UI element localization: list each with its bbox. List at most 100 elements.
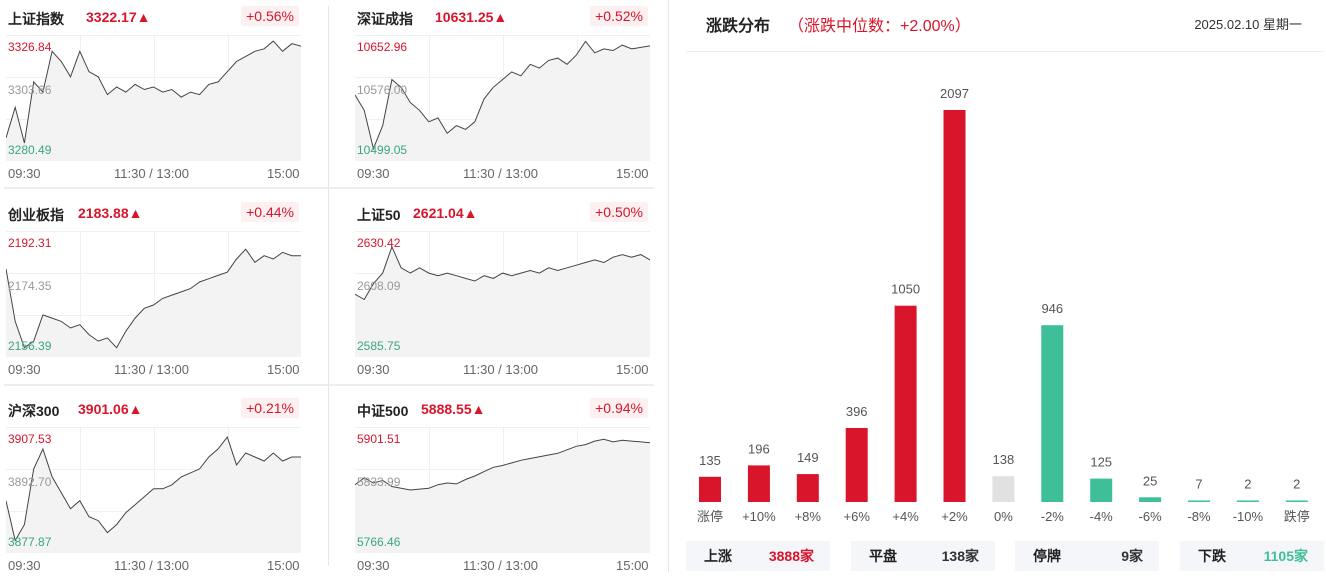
bar-value-label: 135 xyxy=(699,453,721,468)
index-change-badge: +0.21% xyxy=(241,398,299,418)
price-line xyxy=(6,40,301,144)
bar-category-label: +10% xyxy=(742,509,776,524)
index-panel[interactable]: 中证500 5888.55▲ +0.94% 5901.51 5833.99 5766.46… xyxy=(349,392,654,576)
axis-high-label: 3326.84 xyxy=(8,40,52,54)
price-line xyxy=(355,40,650,151)
price-area xyxy=(6,437,301,553)
time-start-label: 09:30 xyxy=(357,558,390,573)
bar--10% xyxy=(1236,500,1259,502)
index-intraday-chart xyxy=(6,427,301,553)
axis-high-label: 5901.51 xyxy=(357,432,401,446)
bar-category-label: -2% xyxy=(1041,509,1065,524)
col-separator-1 xyxy=(328,6,329,566)
bar-category-label: +8% xyxy=(795,509,822,524)
time-mid-label: 11:30 / 13:00 xyxy=(114,362,189,377)
index-value: 2183.88▲ xyxy=(78,205,143,221)
time-end-label: 15:00 xyxy=(616,558,649,573)
bar-涨停 xyxy=(699,476,721,502)
bar-value-label: 125 xyxy=(1090,455,1112,470)
summary-value: 9家 xyxy=(1121,548,1143,564)
bar-value-label: 25 xyxy=(1143,473,1157,488)
bar-category-label: -6% xyxy=(1139,509,1163,524)
time-end-label: 15:00 xyxy=(267,166,300,181)
time-mid-label: 11:30 / 13:00 xyxy=(463,166,538,181)
bar-+6% xyxy=(845,428,868,502)
time-start-label: 09:30 xyxy=(8,166,41,181)
index-value: 10631.25▲ xyxy=(435,9,508,25)
price-line xyxy=(6,436,301,542)
distribution-date: 2025.02.10 星期一 xyxy=(1194,17,1302,32)
axis-high-label: 3907.53 xyxy=(8,432,52,446)
index-name: 创业板指 xyxy=(8,207,64,223)
row-separator-2 xyxy=(4,384,654,386)
time-mid-label: 11:30 / 13:00 xyxy=(114,558,189,573)
index-value: 5888.55▲ xyxy=(421,401,486,417)
price-area xyxy=(6,249,301,357)
index-intraday-chart xyxy=(6,231,301,357)
index-value: 3322.17▲ xyxy=(86,9,151,25)
summary-label: 上涨 xyxy=(704,548,732,564)
bar-+10% xyxy=(747,465,770,502)
bar-value-label: 149 xyxy=(797,450,819,465)
index-intraday-chart xyxy=(6,35,301,161)
axis-high-label: 2192.31 xyxy=(8,236,52,250)
time-mid-label: 11:30 / 13:00 xyxy=(463,362,538,377)
bar-value-label: 946 xyxy=(1041,301,1063,316)
price-line xyxy=(6,248,301,349)
bar-value-label: 7 xyxy=(1195,477,1202,492)
summary-stat: 下跌 1105家 xyxy=(1180,541,1324,571)
bar-0% xyxy=(992,476,1015,502)
axis-low-label: 10499.05 xyxy=(357,143,408,157)
axis-mid-label: 5833.99 xyxy=(357,475,401,489)
index-panel[interactable]: 沪深300 3901.06▲ +0.21% 3907.53 3892.70 3877.87… xyxy=(0,392,305,576)
summary-stat: 上涨 3888家 xyxy=(686,541,830,571)
summary-label: 停牌 xyxy=(1033,548,1061,564)
index-name: 中证500 xyxy=(357,403,409,419)
bar-category-label: 0% xyxy=(994,509,1013,524)
index-panel[interactable]: 上证指数 3322.17▲ +0.56% 3326.84 3303.66 3280.49 0… xyxy=(0,0,305,184)
summary-value: 1105家 xyxy=(1263,548,1308,564)
bar-category-label: -8% xyxy=(1187,509,1211,524)
index-name: 沪深300 xyxy=(8,403,60,419)
bar--2% xyxy=(1041,325,1064,502)
row-separator-1 xyxy=(4,187,654,189)
bar-+8% xyxy=(796,474,819,502)
axis-high-label: 10652.96 xyxy=(357,40,408,54)
axis-mid-label: 2174.35 xyxy=(8,279,52,293)
col-separator-2 xyxy=(668,0,669,572)
summary-label: 平盘 xyxy=(869,548,897,564)
index-name: 深证成指 xyxy=(357,11,413,27)
index-change-badge: +0.44% xyxy=(241,202,299,222)
bar-value-label: 138 xyxy=(993,452,1015,467)
axis-mid-label: 3892.70 xyxy=(8,475,52,489)
axis-low-label: 5766.46 xyxy=(357,535,401,549)
index-change-badge: +0.94% xyxy=(590,398,648,418)
price-area xyxy=(355,246,650,357)
index-panel[interactable]: 深证成指 10631.25▲ +0.52% 10652.96 10576.00 10499… xyxy=(349,0,654,184)
index-name: 上证50 xyxy=(357,207,401,223)
time-end-label: 15:00 xyxy=(267,362,300,377)
axis-low-label: 2585.75 xyxy=(357,339,401,353)
summary-value: 3888家 xyxy=(768,548,814,564)
bar-跌停 xyxy=(1285,500,1308,502)
price-area xyxy=(6,41,301,161)
bar-value-label: 196 xyxy=(748,441,770,456)
price-line xyxy=(355,245,650,301)
time-start-label: 09:30 xyxy=(357,166,390,181)
axis-low-label: 3877.87 xyxy=(8,535,52,549)
summary-value: 138家 xyxy=(941,548,979,564)
bar--4% xyxy=(1090,478,1113,502)
axis-low-label: 2156.39 xyxy=(8,339,52,353)
index-change-badge: +0.52% xyxy=(590,6,648,26)
index-panel[interactable]: 上证50 2621.04▲ +0.50% 2630.42 2608.09 2585.75 0… xyxy=(349,196,654,380)
axis-mid-label: 2608.09 xyxy=(357,279,401,293)
price-area xyxy=(355,41,650,161)
time-start-label: 09:30 xyxy=(8,558,41,573)
bar-category-label: +2% xyxy=(941,509,968,524)
index-intraday-chart xyxy=(355,427,650,553)
index-value: 3901.06▲ xyxy=(78,401,143,417)
index-panel[interactable]: 创业板指 2183.88▲ +0.44% 2192.31 2174.35 2156.39 0… xyxy=(0,196,305,380)
time-start-label: 09:30 xyxy=(8,362,41,377)
price-line xyxy=(355,438,650,491)
axis-low-label: 3280.49 xyxy=(8,143,52,157)
